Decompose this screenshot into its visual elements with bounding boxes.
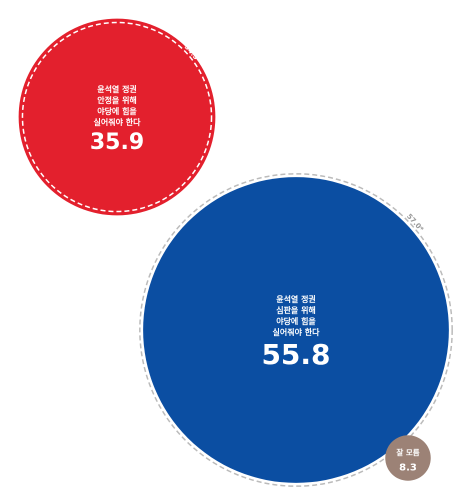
bubble-value: 8.3 [399, 463, 417, 474]
bubble-label: 야당에 힘을 [97, 106, 137, 116]
previous-outline [139, 173, 453, 487]
bubble-label: 잘 모름 [396, 447, 419, 457]
bubble [385, 435, 431, 481]
bubble-label: 심판을 위해 [276, 305, 316, 315]
bubble-label: 야당에 힘을 [276, 316, 316, 326]
bubble-value: 35.9 [90, 130, 144, 155]
bubble-label: 윤석열 정권 [97, 84, 137, 94]
bubble [143, 177, 449, 483]
bubble-label: 안정을 위해 [97, 95, 137, 105]
bubble-label: 실어줘야 한다 [94, 117, 142, 127]
bubble-value: 55.8 [261, 338, 330, 371]
bubble-label: 실어줘야 한다 [273, 327, 321, 337]
previous-outline [21, 21, 213, 213]
bubble-label: 윤석열 정권 [276, 294, 316, 304]
bubble [18, 18, 216, 216]
